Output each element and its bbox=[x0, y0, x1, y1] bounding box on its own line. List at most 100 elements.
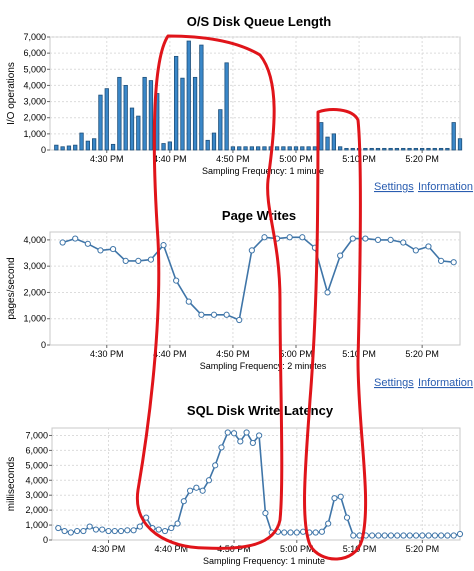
bar bbox=[85, 140, 90, 151]
data-point bbox=[444, 532, 451, 539]
x-tick-label: 4:30 PM bbox=[90, 349, 124, 359]
data-point bbox=[122, 257, 129, 265]
y-tick-label: 1,000 bbox=[25, 520, 48, 530]
bar bbox=[325, 136, 330, 151]
information-link[interactable]: Information bbox=[418, 377, 473, 389]
information-link[interactable]: Information bbox=[418, 181, 473, 193]
data-point bbox=[337, 493, 344, 500]
plot-area bbox=[49, 231, 461, 346]
bar bbox=[54, 144, 59, 151]
bar bbox=[350, 147, 355, 151]
data-point bbox=[193, 484, 200, 491]
bar bbox=[363, 147, 368, 151]
data-point bbox=[337, 252, 344, 259]
chart-0: O/S Disk Queue Length 0 1,000 2,000 3,000 4,0… bbox=[6, 14, 463, 176]
bar bbox=[457, 138, 463, 151]
data-point bbox=[224, 429, 231, 436]
data-point bbox=[72, 235, 79, 242]
chart-title: O/S Disk Queue Length bbox=[187, 14, 332, 29]
data-point bbox=[147, 256, 155, 263]
y-tick-label: 4,000 bbox=[25, 475, 48, 485]
bar bbox=[129, 107, 135, 151]
data-point bbox=[218, 444, 225, 451]
data-point bbox=[456, 530, 464, 538]
data-point bbox=[293, 529, 300, 536]
y-tick-label: 0 bbox=[41, 145, 46, 155]
data-point bbox=[249, 439, 256, 447]
data-point bbox=[74, 527, 81, 535]
bar bbox=[438, 147, 444, 151]
bar bbox=[205, 139, 210, 151]
bar bbox=[218, 109, 223, 151]
bar bbox=[167, 141, 172, 151]
data-point bbox=[185, 298, 192, 305]
data-point bbox=[374, 236, 382, 243]
plot-area bbox=[51, 427, 461, 541]
data-point bbox=[97, 247, 104, 254]
data-point bbox=[281, 529, 288, 536]
data-point bbox=[199, 487, 206, 494]
bar bbox=[92, 138, 97, 151]
y-tick-label: 5,000 bbox=[25, 460, 48, 470]
plot-area bbox=[49, 36, 461, 151]
bar bbox=[407, 147, 412, 151]
data-point bbox=[387, 532, 395, 539]
bar bbox=[413, 147, 418, 151]
data-point bbox=[174, 520, 181, 527]
y-tick-label: 2,000 bbox=[23, 113, 46, 123]
data-point bbox=[99, 526, 106, 533]
y-axis-label: milliseconds bbox=[6, 457, 17, 511]
data-point bbox=[318, 528, 326, 535]
bar bbox=[312, 146, 318, 151]
annotation-overlay bbox=[135, 34, 368, 561]
bar bbox=[142, 76, 147, 151]
x-axis-label: Sampling Frequency: 1 minute bbox=[203, 556, 325, 566]
bar bbox=[319, 122, 324, 151]
bar bbox=[274, 146, 280, 151]
y-tick-label: 3,000 bbox=[23, 97, 46, 107]
bar bbox=[426, 147, 431, 151]
data-point bbox=[425, 243, 432, 250]
bar bbox=[306, 146, 311, 151]
data-point bbox=[325, 520, 332, 527]
data-point bbox=[55, 524, 62, 532]
y-tick-label: 1,000 bbox=[23, 314, 46, 324]
data-point bbox=[400, 239, 407, 246]
data-point bbox=[210, 311, 218, 318]
data-point bbox=[109, 245, 117, 253]
data-point bbox=[59, 239, 66, 246]
y-tick-label: 3,000 bbox=[25, 490, 48, 500]
y-axis-label: pages/second bbox=[6, 257, 17, 319]
data-point bbox=[286, 234, 293, 241]
bar bbox=[161, 143, 166, 151]
bar bbox=[432, 147, 437, 151]
bar bbox=[420, 147, 425, 151]
data-point bbox=[299, 234, 306, 241]
bar bbox=[136, 115, 141, 151]
data-point bbox=[80, 527, 87, 535]
data-point bbox=[243, 429, 250, 436]
data-point bbox=[331, 495, 338, 502]
settings-link[interactable]: Settings bbox=[374, 377, 414, 389]
bar bbox=[331, 133, 336, 151]
data-point bbox=[343, 514, 351, 521]
data-point bbox=[205, 477, 213, 484]
x-tick-label: 4:40 PM bbox=[154, 544, 188, 554]
data-point bbox=[105, 527, 112, 535]
data-point bbox=[212, 462, 219, 469]
data-point bbox=[450, 532, 457, 539]
bar bbox=[230, 146, 236, 151]
settings-link[interactable]: Settings bbox=[374, 181, 414, 193]
data-point bbox=[438, 532, 445, 539]
bar bbox=[293, 146, 299, 151]
y-tick-label: 2,000 bbox=[25, 505, 48, 515]
bar bbox=[66, 145, 72, 151]
bar bbox=[186, 40, 191, 151]
data-point bbox=[117, 527, 125, 535]
bar bbox=[79, 132, 84, 151]
bar bbox=[375, 147, 381, 151]
y-tick-label: 7,000 bbox=[25, 430, 48, 440]
data-point bbox=[84, 240, 91, 247]
annotation-circle bbox=[303, 108, 368, 561]
